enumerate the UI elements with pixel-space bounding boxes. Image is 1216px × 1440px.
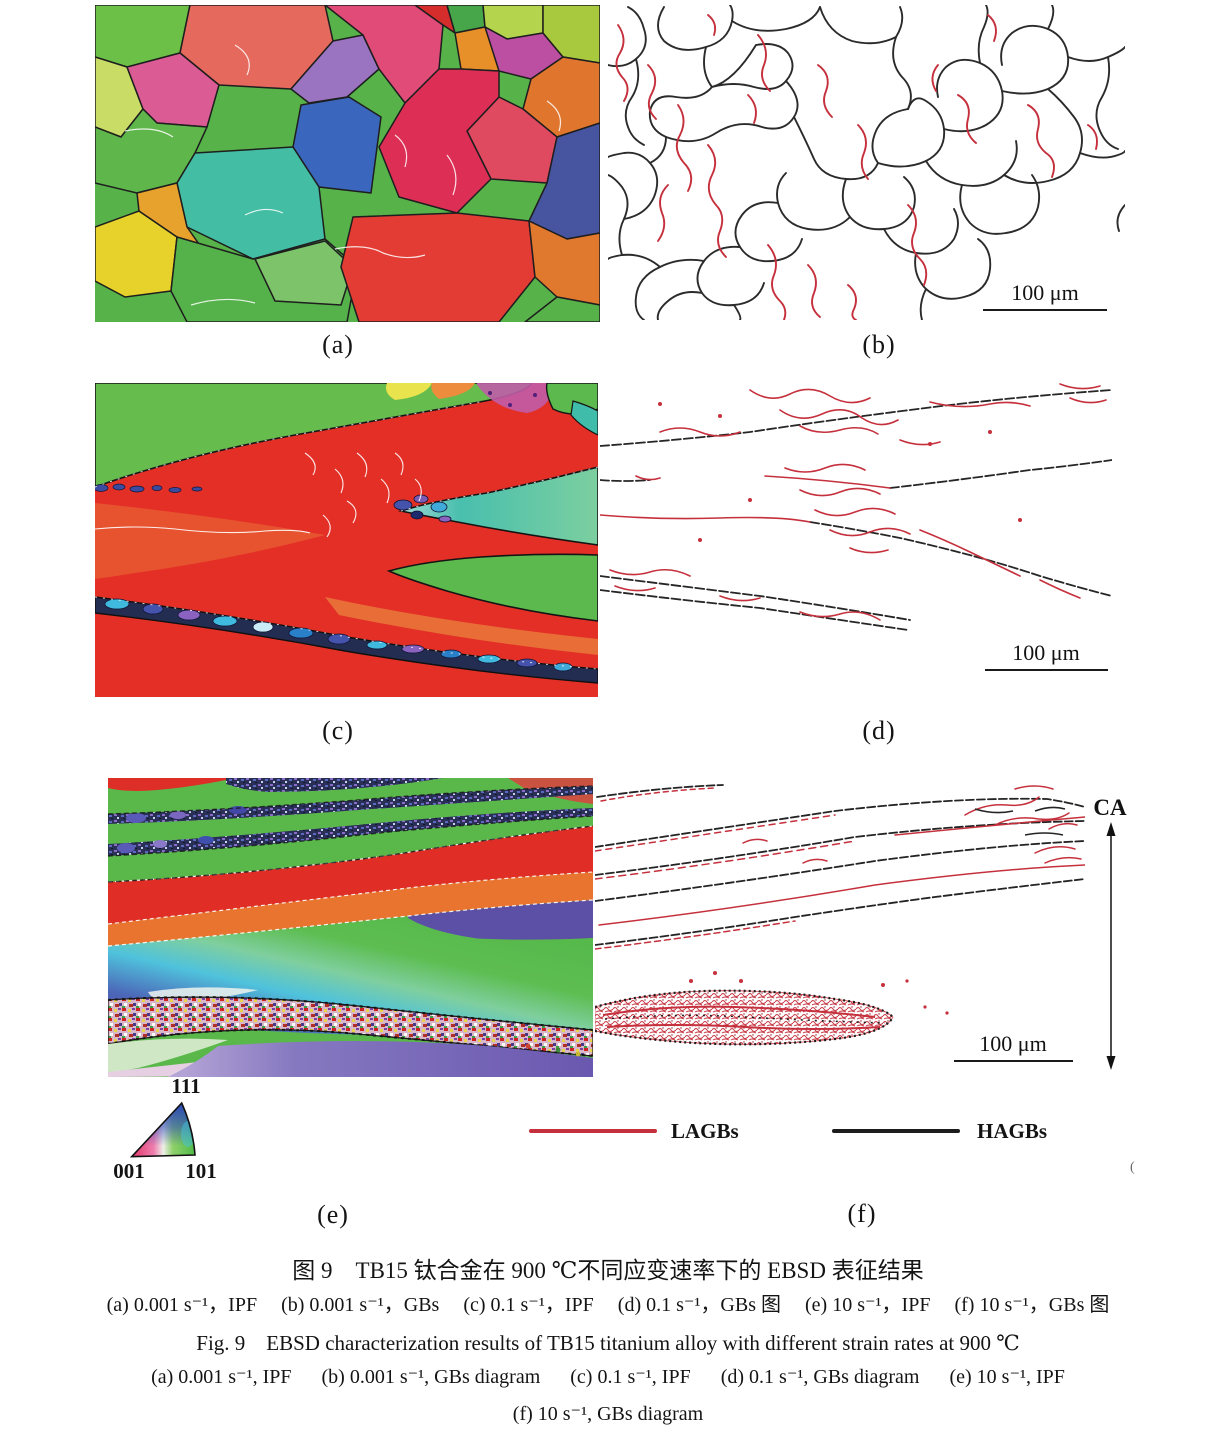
lagbs-legend-line xyxy=(529,1129,657,1133)
panel-f-label: (f) xyxy=(847,1199,877,1228)
scalebar-d-label: 100 μm xyxy=(1012,640,1080,665)
caption-subitems-en-line1: (a) 0.001 s⁻¹, IPF (b) 0.001 s⁻¹, GBs di… xyxy=(0,1364,1216,1389)
panel-b-gbs-map xyxy=(608,5,1125,320)
caption-subitems-en-line2: (f) 10 s⁻¹, GBs diagram xyxy=(0,1401,1216,1426)
caption-subitems-cn: (a) 0.001 s⁻¹，IPF (b) 0.001 s⁻¹，GBs (c) … xyxy=(0,1288,1216,1317)
lagbs-legend-label: LAGBs xyxy=(671,1119,739,1143)
scalebar-f-label: 100 μm xyxy=(979,1031,1047,1056)
panel-d-gbs-map xyxy=(600,380,1112,698)
panel-d-label: (d) xyxy=(862,716,896,745)
ca-axis-label: CA xyxy=(1093,795,1127,820)
caption-en-item-a: (a) 0.001 s⁻¹, IPF xyxy=(151,1366,292,1388)
hagbs-legend-label: HAGBs xyxy=(977,1119,1048,1143)
ipf-key-101-label: 101 xyxy=(185,1159,217,1183)
scalebar-f: 100 μm xyxy=(943,1032,1083,1062)
scalebar-b: 100 μm xyxy=(975,281,1115,311)
ca-axis-arrow xyxy=(1106,822,1116,1070)
caption-cn-item-c: (c) 0.1 s⁻¹，IPF xyxy=(463,1294,594,1316)
scalebar-d-line xyxy=(984,669,1108,671)
hagbs-legend-line xyxy=(832,1129,960,1133)
caption-title-en: Fig. 9 EBSD characterization results of … xyxy=(196,1331,1020,1355)
caption-cn-item-f: (f) 10 s⁻¹，GBs 图 xyxy=(954,1294,1110,1316)
ipf-key-111-label: 111 xyxy=(171,1074,201,1098)
panel-a-label: (a) xyxy=(322,330,354,359)
scalebar-b-label: 100 μm xyxy=(1011,280,1079,305)
caption-en-item-c: (c) 0.1 s⁻¹, IPF xyxy=(570,1366,691,1388)
caption-en-item-d: (d) 0.1 s⁻¹, GBs diagram xyxy=(720,1366,920,1388)
scalebar-f-line xyxy=(953,1060,1073,1062)
caption-en-item-b: (b) 0.001 s⁻¹, GBs diagram xyxy=(321,1366,541,1388)
caption-en-item-e: (e) 10 s⁻¹, IPF xyxy=(949,1366,1065,1388)
caption-cn-item-e: (e) 10 s⁻¹，IPF xyxy=(805,1294,931,1316)
caption-cn-item-a: (a) 0.001 s⁻¹，IPF xyxy=(106,1294,258,1316)
caption-cn-item-b: (b) 0.001 s⁻¹，GBs xyxy=(281,1294,440,1316)
scalebar-d: 100 μm xyxy=(976,641,1116,671)
caption-title-cn: 图 9 TB15 钛合金在 900 ℃不同应变速率下的 EBSD 表征结果 xyxy=(292,1258,924,1283)
stray-mark: ( xyxy=(1130,1160,1135,1175)
panel-a-ipf-map xyxy=(95,5,600,322)
caption-cn-item-d: (d) 0.1 s⁻¹，GBs 图 xyxy=(617,1294,782,1316)
ipf-color-triangle-icon xyxy=(129,1101,196,1158)
panel-e-ipf-map xyxy=(108,778,593,1077)
panel-c-ipf-map xyxy=(95,383,598,697)
caption-en-item-f: (f) 10 s⁻¹, GBs diagram xyxy=(512,1403,704,1425)
panel-c-label: (c) xyxy=(322,716,354,745)
panel-e-label: (e) xyxy=(317,1200,349,1229)
ipf-key-001-label: 001 xyxy=(113,1159,145,1183)
panel-f-gbs-map xyxy=(595,775,1085,1075)
panel-b-label: (b) xyxy=(862,330,896,359)
scalebar-b-line xyxy=(983,309,1107,311)
